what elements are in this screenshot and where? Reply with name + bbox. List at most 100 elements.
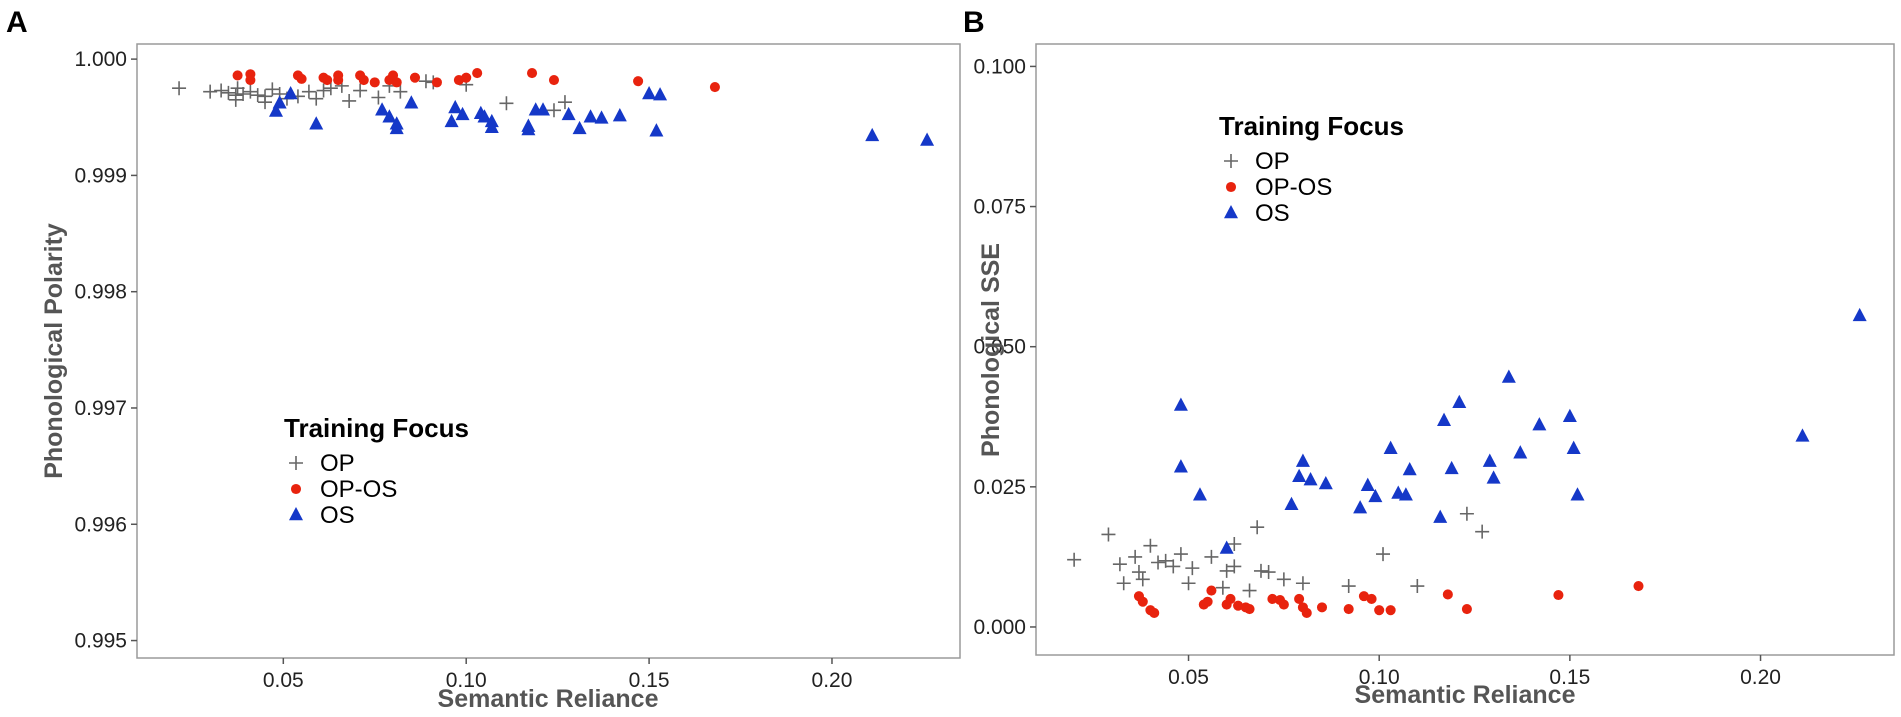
panel-a-point-os <box>404 95 419 109</box>
panel-b-point-os <box>1437 412 1452 426</box>
panel-b-point-os <box>1562 408 1577 423</box>
panel-b-point-op-os <box>1206 585 1217 596</box>
panel-a-x-tick-label: 0.10 <box>446 669 487 692</box>
panel-b-point-os <box>1852 307 1867 322</box>
panel-a-x-tick-label: 0.15 <box>629 669 670 692</box>
panel-a-legend-marker-op <box>289 456 303 470</box>
panel-b-legend-label-op-os: OP-OS <box>1255 174 1332 201</box>
panel-b-point-op-os <box>1294 593 1305 604</box>
panel-b-point-os <box>1303 472 1318 486</box>
panel-b-point-op <box>1459 506 1474 521</box>
panel-a-point-op-os <box>633 76 644 87</box>
panel-b-point-op <box>1219 563 1234 578</box>
panel-b-point-op <box>1295 576 1310 591</box>
panel-a-point-op <box>353 83 368 98</box>
panel-a-point-os <box>309 116 324 130</box>
panel-b-point-op-os <box>1301 607 1312 618</box>
panel-b: B 0.000 0.025 0.050 0.075 0.100 0.05 0.10 0.15… <box>963 6 1895 709</box>
panel-a-legend-label-op: OP <box>320 450 355 477</box>
panel-a-legend-marker-os <box>289 506 303 521</box>
panel-b-y-axis-title: Phonological SSE <box>977 243 1005 457</box>
panel-b-y-ticks: 0.000 0.025 0.050 0.075 0.100 <box>973 55 1036 639</box>
panel-a-point-op <box>214 83 229 98</box>
panel-b-y-tick-label: 0.050 <box>973 336 1026 359</box>
panel-a-legend-label-os: OS <box>320 502 355 529</box>
panel-b-point-os <box>1292 468 1307 482</box>
panel-a-points <box>172 68 935 146</box>
panel-b-x-tick-label: 0.20 <box>1740 666 1781 689</box>
panel-a-point-os <box>594 110 609 124</box>
panel-b-point-op <box>1185 561 1200 576</box>
panel-b-x-axis-title: Semantic Reliance <box>1355 681 1576 709</box>
panel-b-point-op-os <box>1225 593 1236 604</box>
panel-a-point-os <box>920 132 935 146</box>
panel-b-x-ticks: 0.05 0.10 0.15 0.20 <box>1168 655 1781 689</box>
panel-a-x-tick-label: 0.20 <box>812 669 853 692</box>
panel-a-point-op <box>243 84 258 99</box>
panel-b-x-tick-label: 0.10 <box>1359 666 1400 689</box>
panel-a-point-os <box>642 85 657 100</box>
panel-a-y-ticks: 0.995 0.996 0.997 0.998 0.999 1.000 <box>74 48 137 653</box>
panel-b-point-op <box>1116 576 1131 591</box>
panel-b-point-op <box>1261 565 1276 580</box>
panel-b-point-os <box>1192 487 1207 501</box>
panel-b-label: B <box>963 6 985 39</box>
panel-b-point-op <box>1276 572 1291 587</box>
panel-b-point-op-os <box>1316 602 1328 613</box>
panel-b-point-op <box>1128 549 1143 564</box>
panel-b-point-op-os <box>1202 596 1213 607</box>
panel-b-point-op-os <box>1358 591 1369 602</box>
panel-a-point-op-os <box>322 75 333 86</box>
panel-a-point-op <box>236 87 251 102</box>
panel-a-point-os <box>865 127 880 142</box>
panel-b-point-os <box>1501 369 1516 383</box>
panel-a-x-ticks: 0.05 0.10 0.15 0.20 <box>263 658 853 692</box>
panel-b-point-op <box>1067 552 1082 567</box>
panel-b-point-op <box>1112 557 1127 572</box>
panel-b-point-os <box>1482 453 1497 467</box>
panel-b-point-op-os <box>1343 603 1354 615</box>
panel-a-point-os <box>521 122 536 136</box>
panel-b-point-op <box>1204 549 1219 564</box>
panel-b-point-os <box>1295 453 1310 467</box>
panel-b-point-op <box>1227 537 1242 552</box>
panel-b-point-os <box>1513 445 1528 459</box>
panel-a-point-op <box>250 88 265 103</box>
panel-a-point-op-os <box>358 75 369 86</box>
panel-a-point-os <box>375 102 390 116</box>
panel-a-point-os <box>272 95 287 109</box>
panel-b-point-op <box>1376 547 1391 562</box>
panel-a-point-op <box>557 95 572 110</box>
panel-b-point-op-os <box>1553 589 1564 601</box>
panel-b-point-os <box>1383 440 1398 454</box>
panel-a-x-axis-title: Semantic Reliance <box>438 685 659 713</box>
panel-a-point-os <box>572 120 587 135</box>
panel-b-legend-label-os: OS <box>1255 200 1290 227</box>
panel-b-point-os <box>1566 440 1581 454</box>
panel-b-point-op-os <box>1442 589 1453 600</box>
panel-b-point-os <box>1173 397 1188 411</box>
panel-a-point-op <box>546 103 561 118</box>
panel-b-point-os <box>1532 417 1547 431</box>
panel-a-point-os <box>649 123 664 137</box>
panel-b-point-op <box>1253 563 1268 578</box>
panel-b-point-op <box>1135 572 1150 587</box>
panel-a-legend-marker-op-os <box>290 483 302 495</box>
panel-a-point-op-os <box>548 75 560 86</box>
panel-a-point-os <box>653 87 668 101</box>
panel-b-y-tick-label: 0.100 <box>973 55 1026 78</box>
panel-a-point-os <box>382 109 397 123</box>
panel-a-label: A <box>6 6 28 39</box>
panel-a-point-op <box>203 84 218 99</box>
panel-b-point-op <box>1166 559 1181 574</box>
panel-b-legend-marker-os <box>1224 204 1238 219</box>
panel-b-point-op-os <box>1149 607 1160 618</box>
panel-b-point-op-os <box>1366 593 1377 604</box>
panel-a-x-tick-label: 0.05 <box>263 669 304 692</box>
panel-b-x-tick-label: 0.15 <box>1549 666 1590 689</box>
panel-a-point-os <box>484 119 499 133</box>
panel-a-point-op-os <box>245 75 256 86</box>
